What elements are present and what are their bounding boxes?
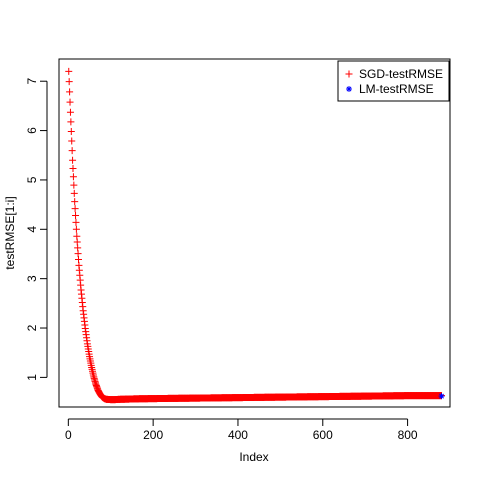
y-tick-label: 6 xyxy=(25,127,39,134)
x-tick-label: 0 xyxy=(65,428,72,442)
x-tick-label: 800 xyxy=(398,428,418,442)
y-axis-label: testRMSE[1:i] xyxy=(3,196,17,269)
y-tick-label: 5 xyxy=(25,176,39,183)
y-tick-label: 1 xyxy=(25,374,39,381)
x-tick-label: 200 xyxy=(143,428,163,442)
y-tick-label: 3 xyxy=(25,275,39,282)
y-tick-label: 2 xyxy=(25,324,39,331)
legend-label: LM-testRMSE xyxy=(359,82,434,96)
x-tick-label: 600 xyxy=(313,428,333,442)
legend-symbol-lm xyxy=(346,86,352,92)
x-tick-label: 400 xyxy=(228,428,248,442)
legend-label: SGD-testRMSE xyxy=(359,67,443,81)
y-tick-label: 4 xyxy=(25,226,39,233)
y-tick-label: 7 xyxy=(25,78,39,85)
x-axis-label: Index xyxy=(239,450,268,464)
